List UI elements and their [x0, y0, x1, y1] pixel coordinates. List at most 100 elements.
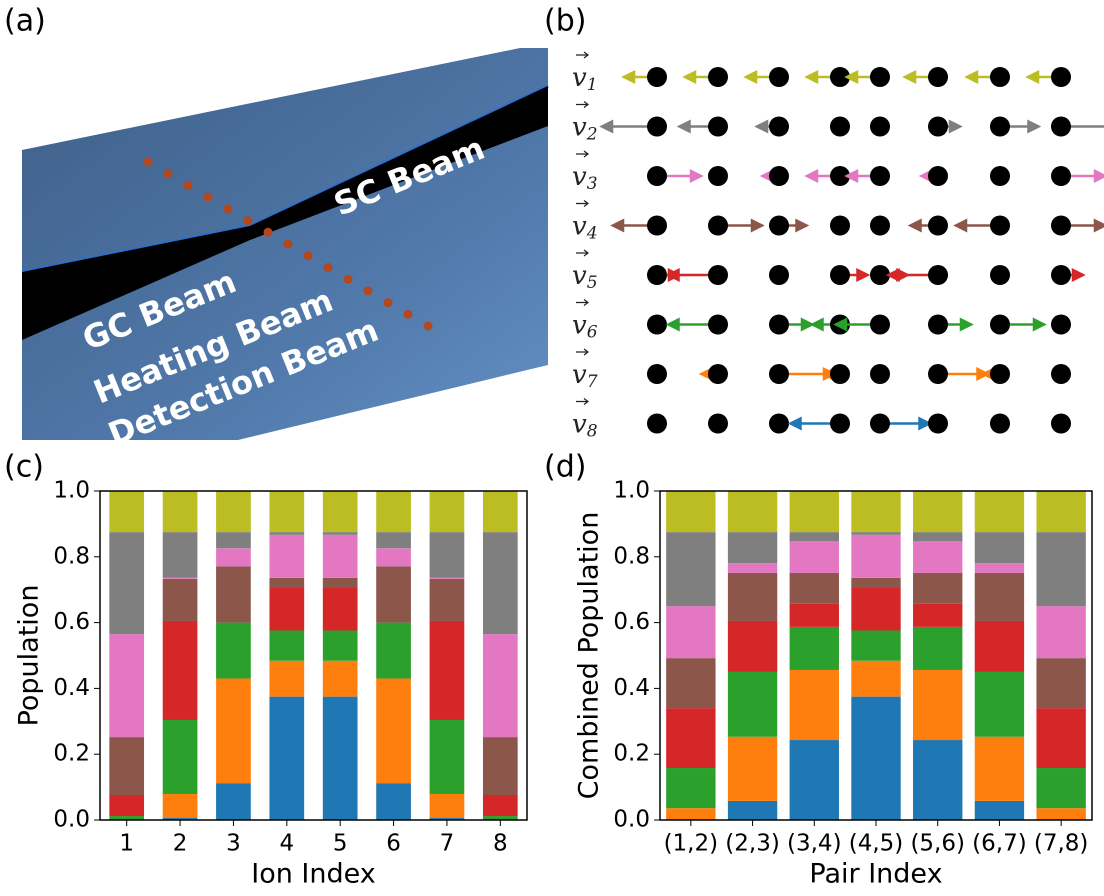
- x-tick-label: (5,6): [910, 831, 965, 857]
- bar-segment: [974, 532, 1025, 564]
- bar-segment: [269, 587, 305, 631]
- ion-dot: [928, 314, 948, 335]
- ion-dot: [928, 413, 948, 434]
- x-tick-label: 3: [226, 831, 241, 857]
- bar-segment: [666, 768, 716, 809]
- bar-segment: [789, 669, 839, 741]
- bar-segment: [482, 532, 518, 635]
- bar-segment: [322, 577, 358, 588]
- y-tick-label: 1.0: [613, 478, 650, 504]
- bar-segment: [162, 620, 198, 720]
- bar-segment: [913, 532, 963, 542]
- x-tick-label: 8: [493, 831, 508, 857]
- mode-symbol: v: [572, 212, 587, 242]
- x-tick-label: (2,3): [725, 831, 780, 857]
- bar-segment: [482, 816, 518, 820]
- ion: [343, 274, 353, 284]
- bar-segment: [913, 491, 963, 533]
- ion-dot: [830, 215, 850, 236]
- bar-segment: [429, 578, 465, 621]
- bar-segment: [109, 634, 145, 738]
- bar-segment: [1036, 808, 1086, 820]
- bar-segment: [727, 736, 778, 801]
- bar-segment: [666, 532, 716, 607]
- ion-dot: [769, 166, 789, 186]
- ion-dot: [769, 215, 789, 236]
- bar-segment: [429, 794, 465, 819]
- bar-segment: [322, 491, 358, 533]
- ion-dot: [830, 364, 850, 384]
- x-tick-label: (7,8): [1034, 831, 1089, 857]
- y-tick-label: 0.2: [53, 741, 90, 767]
- ion-dot: [870, 215, 890, 236]
- bar-segment: [109, 816, 145, 820]
- ion-dot: [647, 166, 667, 186]
- bar-segment: [162, 719, 198, 795]
- ion-dot: [990, 116, 1010, 137]
- ion-dot: [870, 314, 890, 335]
- bar-segment: [482, 737, 518, 795]
- bar-segment: [789, 491, 839, 533]
- x-tick-label: 7: [440, 831, 455, 857]
- bar-segment: [851, 532, 901, 535]
- ion-dot: [769, 314, 789, 335]
- bar-segment: [216, 566, 251, 623]
- ion: [183, 180, 193, 190]
- ion: [423, 321, 433, 331]
- ion-dot: [708, 215, 728, 236]
- ion-dot: [769, 364, 789, 384]
- bar-segment: [727, 532, 778, 564]
- bar-segment: [429, 491, 465, 533]
- bar-segment: [1036, 532, 1086, 607]
- bar-segment: [913, 740, 963, 820]
- bar-segment: [269, 532, 305, 535]
- ion: [323, 262, 333, 272]
- bar-segment: [1036, 708, 1086, 769]
- bar-segment: [216, 532, 251, 549]
- bar-segment: [162, 578, 198, 621]
- mode-label: v6: [572, 311, 598, 343]
- bar-segment: [216, 548, 251, 567]
- mode-label: v5: [572, 261, 598, 293]
- ion-dot: [1051, 116, 1071, 137]
- y-axis-label: Population: [14, 585, 45, 727]
- bar-segment: [851, 587, 901, 631]
- mode-symbol: v: [572, 311, 587, 341]
- mode-subscript: 5: [587, 273, 598, 293]
- ion-dot: [708, 314, 728, 335]
- bar-segment: [727, 620, 778, 672]
- ion-dot: [830, 413, 850, 434]
- y-tick-label: 0.6: [613, 609, 650, 635]
- y-tick-label: 0.6: [53, 609, 90, 635]
- ion: [403, 309, 413, 319]
- bar-segment: [216, 678, 251, 784]
- bar-segment: [429, 818, 465, 820]
- x-tick-label: (1,2): [664, 831, 719, 857]
- bar-segment: [376, 532, 411, 549]
- mode-subscript: 2: [586, 124, 598, 144]
- bar-segment: [322, 660, 358, 697]
- bar-segment: [269, 630, 305, 661]
- bar-segment: [269, 660, 305, 697]
- mode-label: v1: [572, 63, 598, 95]
- bar-segment: [376, 622, 411, 679]
- ion-dot: [1051, 314, 1071, 335]
- bar-segment: [851, 491, 901, 533]
- mode-subscript: 1: [587, 75, 598, 95]
- panel-label: (c): [4, 450, 44, 485]
- bar-segment: [216, 783, 251, 820]
- mode-subscript: 4: [586, 223, 598, 243]
- bar-segment: [109, 794, 145, 817]
- ion-dot: [708, 116, 728, 137]
- ion-dot: [870, 413, 890, 434]
- ion-dot: [1051, 215, 1071, 236]
- bar-segment: [429, 532, 465, 578]
- ion-dot: [647, 364, 667, 384]
- y-tick-label: 0.4: [53, 675, 90, 701]
- ion-dot: [990, 265, 1010, 285]
- ion-dot: [870, 116, 890, 137]
- ion: [303, 251, 313, 261]
- bar-segment: [269, 696, 305, 820]
- y-axis-label: Combined Population: [574, 512, 605, 800]
- mode-label: v3: [572, 162, 598, 194]
